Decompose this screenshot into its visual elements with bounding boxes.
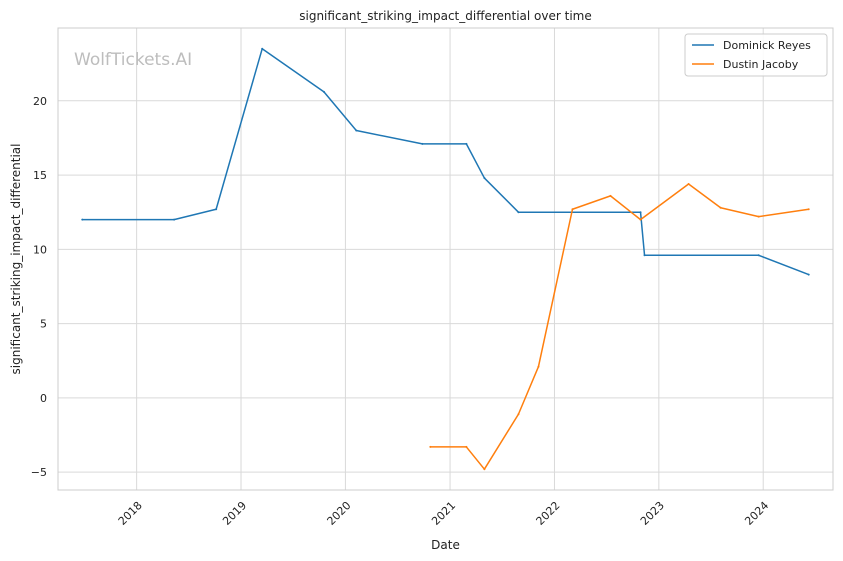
data-point [429,445,432,448]
y-tick-label: 15 [33,169,47,182]
data-point [639,211,642,214]
series-line [82,48,809,276]
x-tick-label: 2020 [325,499,354,528]
data-point [465,445,468,448]
data-point [517,211,520,214]
series-1 [429,182,810,471]
x-tick-label: 2018 [116,499,145,528]
x-tick-label: 2021 [429,499,458,528]
x-tick-label: 2019 [220,499,249,528]
legend-label: Dustin Jacoby [723,58,799,71]
x-tick-label: 2022 [534,499,563,528]
x-tick-labels: 2018 2019 2020 2021 2022 2023 2024 [116,499,772,528]
series-lines [81,47,810,471]
y-tick-label: 5 [40,318,47,331]
data-point [609,194,612,197]
data-point [807,208,810,211]
data-point [173,218,176,221]
data-point [81,218,84,221]
grid [58,28,833,490]
legend: Dominick Reyes Dustin Jacoby [684,33,828,77]
y-tick-labels: −5 0 5 10 15 20 [31,95,47,479]
data-point [807,273,810,276]
y-tick-label: −5 [31,466,47,479]
y-tick-label: 20 [33,95,47,108]
legend-box [684,33,828,77]
data-point [465,142,468,145]
legend-label: Dominick Reyes [723,39,811,52]
x-tick-label: 2024 [742,499,771,528]
data-point [421,142,424,145]
plot-frame [57,27,834,491]
data-point [483,468,486,471]
series-0 [81,47,810,276]
data-point [215,208,218,211]
x-axis-label: Date [431,538,460,552]
data-point [643,254,646,257]
data-point [639,218,642,221]
data-point [537,365,540,368]
data-point [571,208,574,211]
legend-items: Dominick Reyes Dustin Jacoby [692,39,811,71]
y-tick-label: 0 [40,392,47,405]
series-line [430,183,809,470]
data-point [355,129,358,132]
data-point [261,47,264,50]
data-point [322,90,325,93]
data-point [483,177,486,180]
y-tick-label: 10 [33,243,47,256]
y-axis-label: significant_striking_impact_differential [9,144,23,375]
watermark: WolfTickets.AI [74,50,192,70]
x-tick-label: 2023 [638,499,667,528]
chart-title: significant_striking_impact_differential… [299,9,591,23]
data-point [517,413,520,416]
data-point [757,215,760,218]
data-point [687,182,690,185]
data-point [757,254,760,257]
data-point [719,206,722,209]
